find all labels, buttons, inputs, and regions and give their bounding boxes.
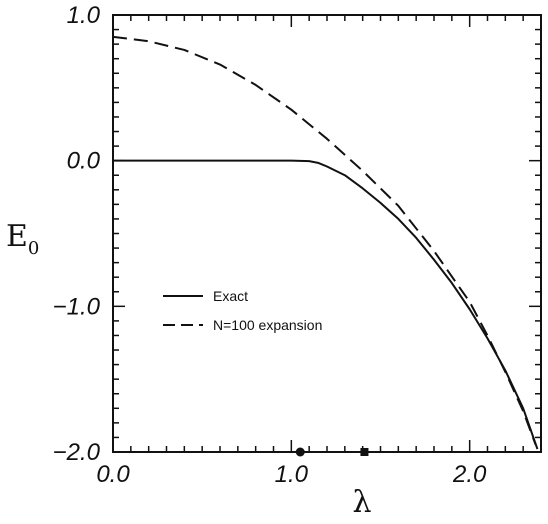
y-tick-label: −1.0 [53, 293, 101, 320]
x-axis-label: λ [352, 485, 371, 520]
axis-ticks [112, 14, 542, 453]
x-tick-label: 1.0 [275, 461, 309, 488]
y-axis-label-subscript: 0 [28, 238, 39, 259]
tick-labels: 0.0 1.0 2.0 1.0 0.0 −1.0 −2.0 [53, 2, 487, 488]
x-tick-label: 0.0 [96, 461, 130, 488]
x-tick-label: 2.0 [452, 461, 487, 488]
y-tick-label: 0.0 [67, 148, 101, 175]
marker-square [360, 448, 369, 456]
axis-markers [295, 447, 369, 457]
legend: Exact N=100 expansion [163, 288, 322, 333]
y-tick-label: −2.0 [53, 439, 101, 466]
series-line-exact [113, 159, 539, 450]
series-line-expansion [112, 35, 537, 446]
y-axis-label-main: E [6, 219, 28, 254]
series-lines [112, 35, 539, 450]
legend-label-expansion: N=100 expansion [213, 317, 322, 333]
y-axis-label: E0 [6, 219, 39, 259]
marker-circle [295, 447, 305, 457]
y-tick-label: 1.0 [67, 2, 101, 29]
legend-label-exact: Exact [213, 288, 248, 304]
plot-frame [112, 14, 542, 453]
